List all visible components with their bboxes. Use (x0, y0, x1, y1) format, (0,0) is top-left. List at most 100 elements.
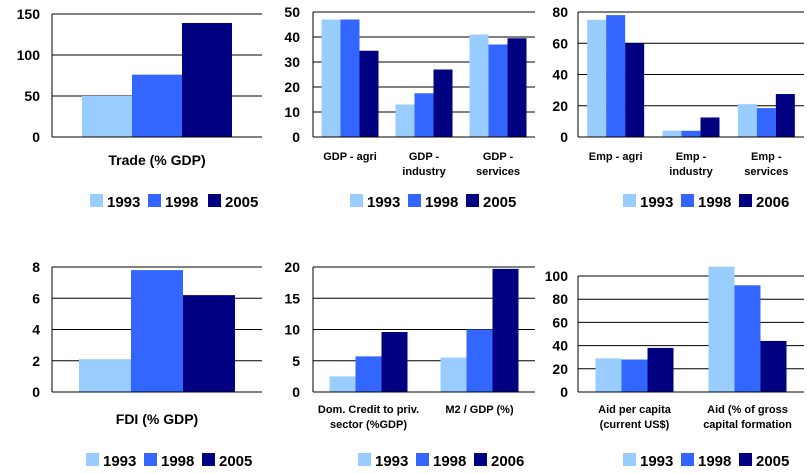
category-label: GDP -industry (402, 151, 446, 178)
y-tick-label: 0 (32, 384, 40, 400)
y-tick-label: 40 (552, 338, 568, 354)
category-label: FDI (% GDP) (116, 411, 198, 427)
bar-1998-1 (355, 356, 382, 392)
category-label: Dom. Credit to priv. sector (%GDP) (318, 404, 419, 431)
bar-1998-1 (340, 19, 360, 137)
chart-panel-6: 0 20 40 60 80 100 Aid per capita (current US$) A… (545, 266, 804, 470)
legend-label: 1993 (375, 453, 408, 470)
bar-1998-1 (621, 359, 648, 392)
y-tick-label: 150 (17, 6, 41, 22)
y-tick-label: 50 (24, 88, 40, 104)
bar-1993-2 (708, 266, 735, 392)
y-tick-label: 30 (284, 54, 300, 70)
bar-1998-1 (131, 270, 183, 392)
y-tick-label: 4 (32, 322, 40, 338)
category-label: Aid per capita (current US$) (598, 404, 672, 431)
y-tick-label: 50 (284, 4, 300, 20)
y-tick-label: 10 (284, 104, 300, 120)
bar-2006-2 (700, 117, 720, 137)
y-tick-label: 0 (560, 384, 568, 400)
legend-swatch-2005 (208, 194, 221, 207)
category-label: Trade (% GDP) (108, 152, 205, 168)
bar-1998-2 (466, 329, 493, 392)
y-tick-label: 60 (552, 314, 568, 330)
legend-swatch-2006 (474, 453, 487, 466)
legend-label: 1993 (640, 194, 673, 211)
bar-1998-2 (681, 130, 701, 137)
legend-label: 1993 (367, 194, 400, 211)
legend-label: 2005 (219, 453, 252, 470)
legend-label: 1998 (433, 453, 466, 470)
legend-swatch-1998 (681, 453, 694, 466)
category-label: Aid (% of gross capital formation (703, 404, 792, 431)
y-tick-label: 20 (552, 98, 568, 114)
legend-label: 2005 (225, 194, 258, 211)
y-tick-label: 20 (284, 79, 300, 95)
legend-label: 1993 (103, 453, 136, 470)
y-tick-label: 0 (292, 129, 300, 145)
y-tick-label: 40 (284, 29, 300, 45)
category-label: GDP -services (476, 151, 520, 178)
bar-2005-1 (183, 295, 235, 392)
category-label: Emp -services (744, 151, 788, 178)
legend-swatch-1993 (90, 194, 103, 207)
legend-label: 1998 (698, 453, 731, 470)
category-label: GDP - agri (323, 151, 377, 163)
legend-swatch-1998 (408, 194, 421, 207)
bar-1993-1 (595, 358, 622, 392)
y-tick-label: 80 (552, 4, 568, 20)
bar-1993-3 (737, 104, 757, 137)
legend-label: 1998 (698, 194, 731, 211)
bar-1993-1 (79, 359, 131, 392)
chart-panel-5: 0 5 10 15 20 Dom. Credit to priv. sector (%GDP… (284, 259, 535, 470)
y-tick-label: 60 (552, 35, 568, 51)
bar-2006-3 (775, 94, 795, 137)
chart-panel-4: 0 2 4 6 8 FDI (% GDP) 1993 1998 2005 (32, 259, 262, 470)
bar-1993-1 (329, 376, 356, 392)
bar-2005-2 (760, 340, 787, 392)
legend-label: 2005 (756, 453, 789, 470)
bar-2006-1 (381, 332, 408, 392)
bar-1993-2 (662, 130, 682, 137)
y-tick-label: 100 (17, 47, 41, 63)
y-tick-label: 8 (32, 259, 40, 275)
legend-label: 1993 (640, 453, 673, 470)
bar-2005-1 (182, 23, 232, 137)
legend-swatch-2005 (739, 453, 752, 466)
y-tick-label: 15 (284, 290, 300, 306)
bar-1993-1 (321, 19, 341, 137)
bar-2005-2 (433, 69, 453, 137)
y-tick-label: 40 (552, 67, 568, 83)
bar-1998-2 (414, 93, 434, 137)
category-label: Emp -industry (669, 151, 713, 178)
y-tick-label: 100 (545, 268, 569, 284)
bar-1993-1 (587, 19, 607, 137)
bar-1998-3 (488, 44, 508, 137)
legend-swatch-2005 (466, 194, 479, 207)
legend-label: 2006 (756, 194, 789, 211)
legend-swatch-1993 (358, 453, 371, 466)
bar-1993-1 (82, 96, 132, 137)
y-tick-label: 20 (284, 259, 300, 275)
bar-1998-2 (734, 285, 761, 392)
legend-label: 1998 (165, 194, 198, 211)
chart-panel-1: 0 50 100 150 Trade (% GDP) 1993 1998 2005 (17, 6, 262, 211)
legend-swatch-1993 (350, 194, 363, 207)
chart-panel-2: 0 10 20 30 40 50 GDP - agri GDP -industry GDP -s… (284, 4, 535, 211)
bar-2005-1 (647, 347, 674, 392)
y-tick-label: 5 (292, 353, 300, 369)
legend-swatch-2005 (202, 453, 215, 466)
y-tick-label: 0 (32, 129, 40, 145)
category-label: Emp - agri (589, 151, 643, 163)
y-tick-label: 10 (284, 322, 300, 338)
chart-panel-3: 0 20 40 60 80 Emp - agri Emp -industry Emp -ser… (552, 4, 804, 211)
y-tick-label: 80 (552, 291, 568, 307)
legend-label: 1993 (107, 194, 140, 211)
legend-swatch-1993 (623, 194, 636, 207)
bar-2005-1 (359, 50, 379, 137)
y-tick-label: 6 (32, 290, 40, 306)
legend-label: 1998 (425, 194, 458, 211)
legend-swatch-1998 (416, 453, 429, 466)
bar-1993-2 (440, 357, 467, 392)
